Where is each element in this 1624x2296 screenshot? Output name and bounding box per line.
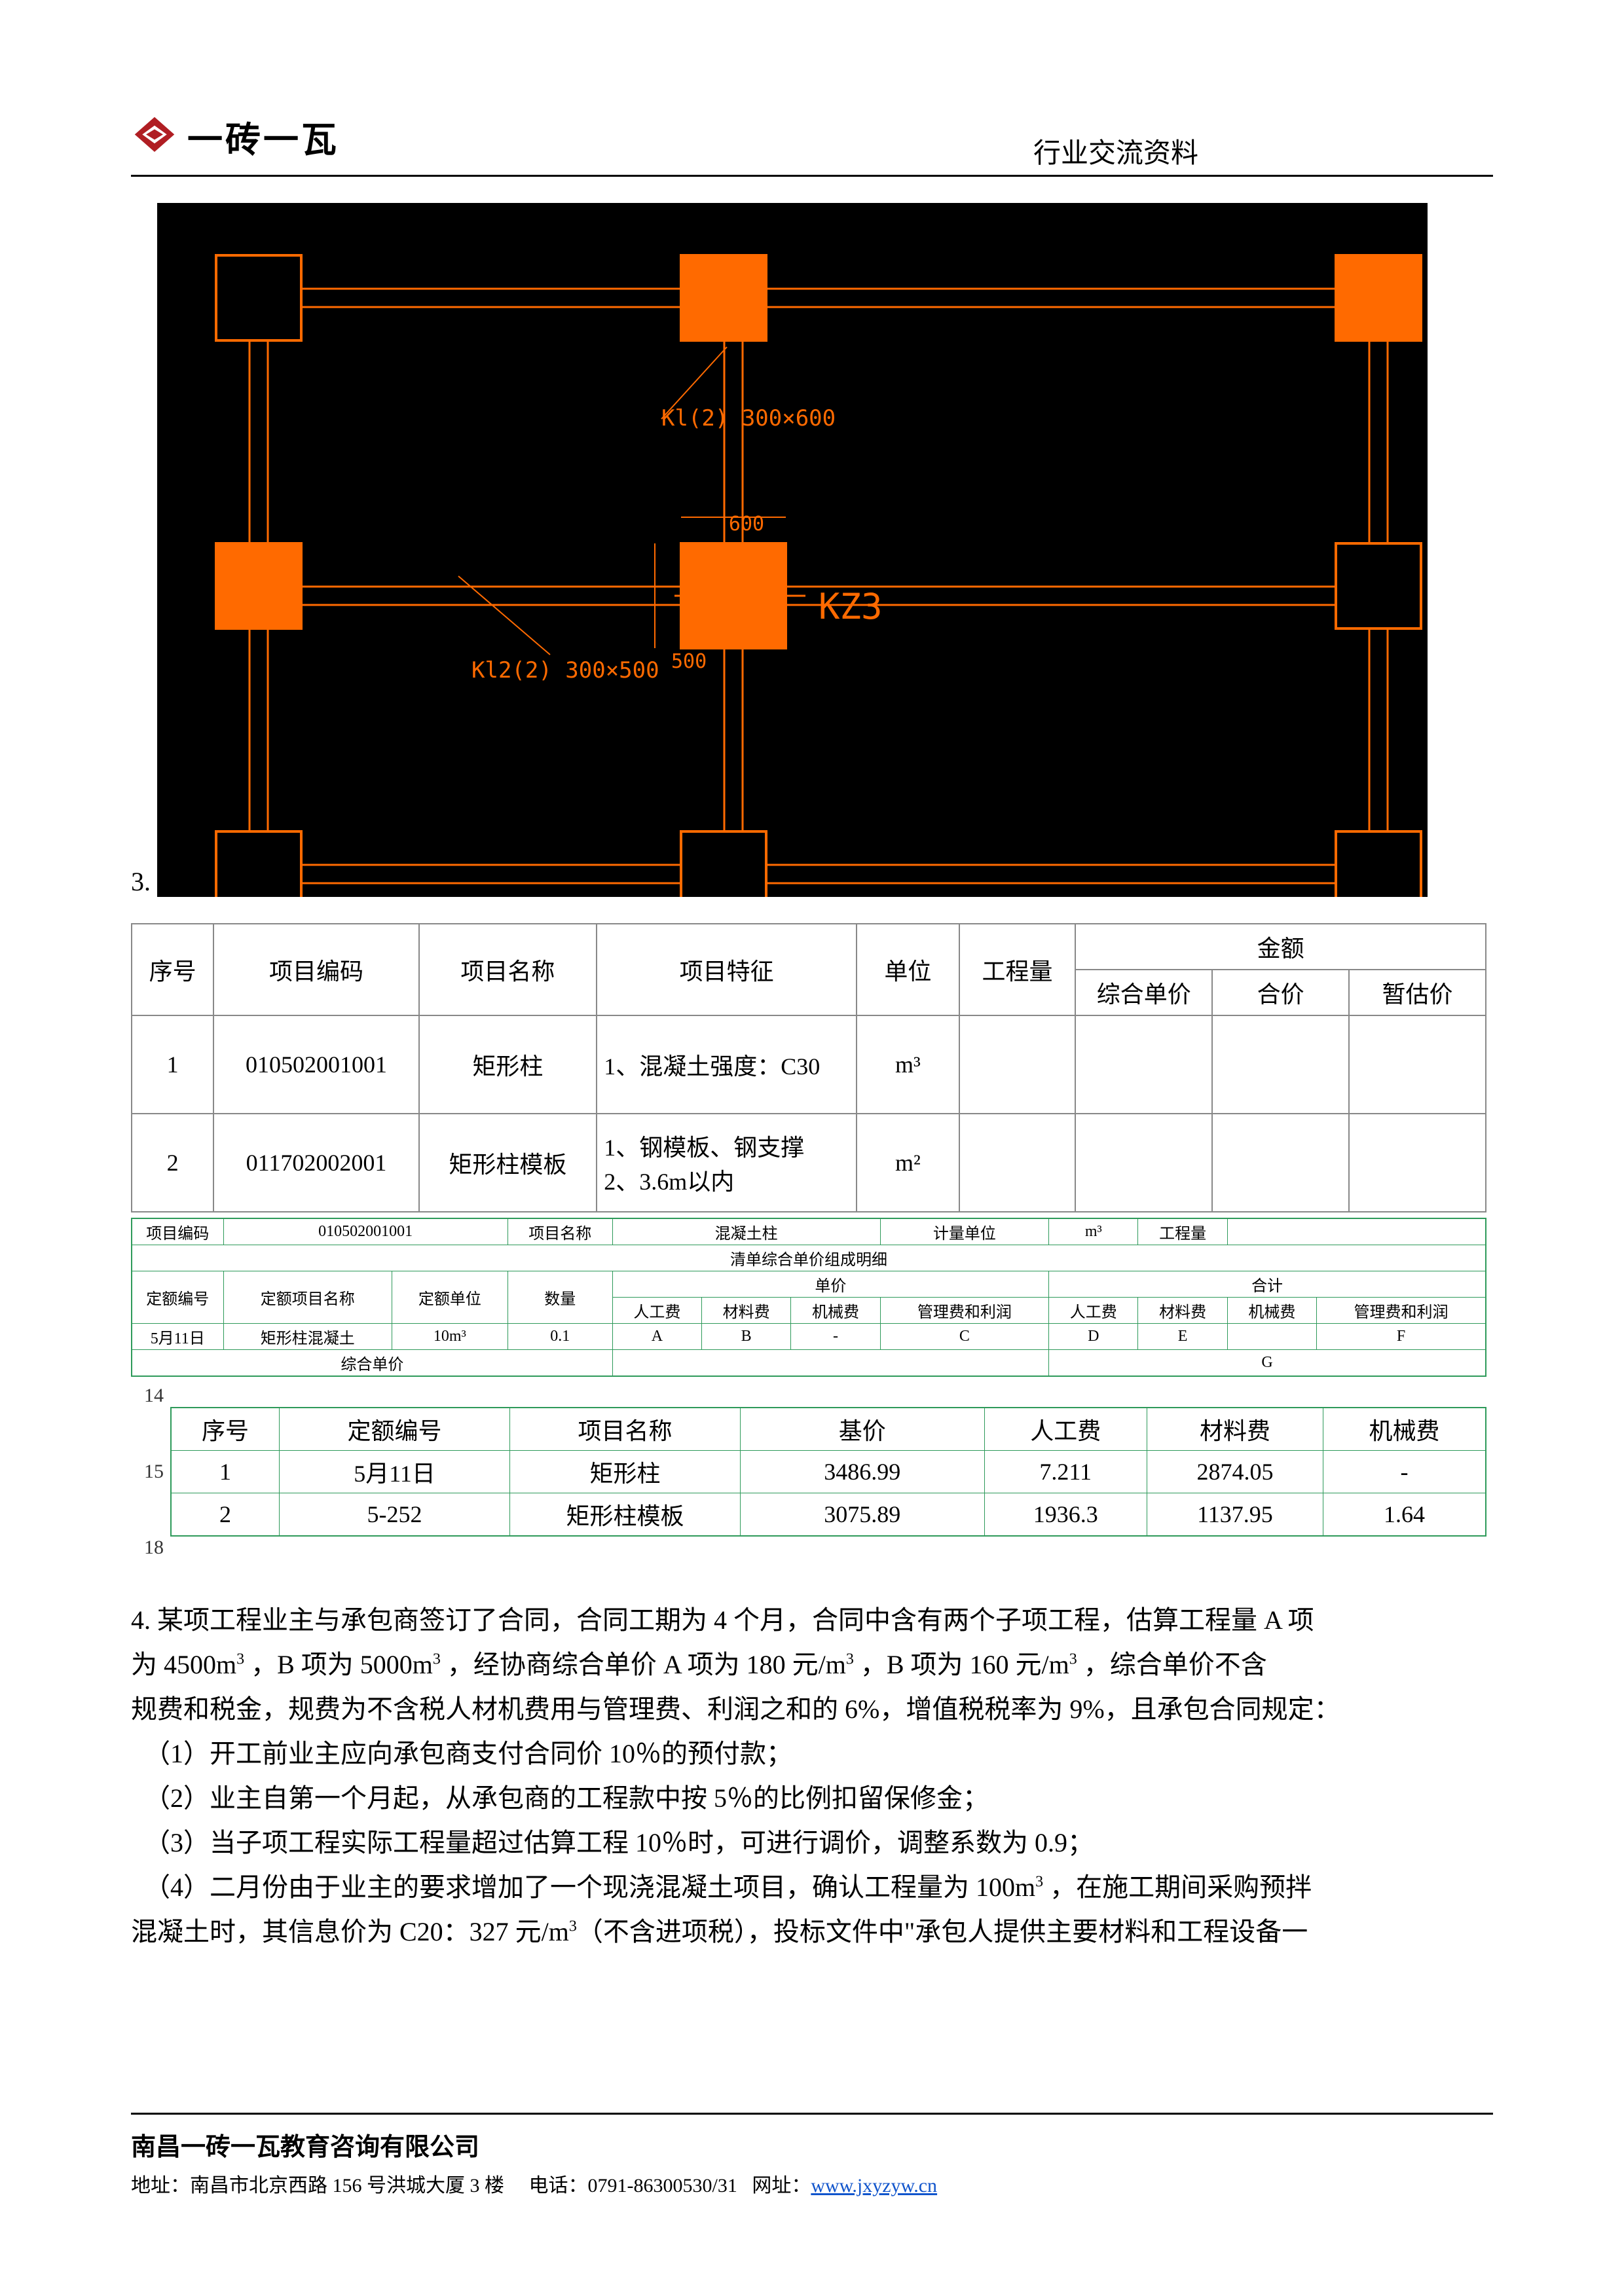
page-header: 一砖一瓦 行业交流资料 xyxy=(131,98,1493,177)
th-sum: 合价 xyxy=(1212,970,1349,1015)
question-4: 4. 某项工程业主与承包商签订了合同，合同工期为 4 个月，合同中含有两个子项工… xyxy=(131,1598,1493,1954)
svg-text:600: 600 xyxy=(729,513,764,536)
th-est: 暂估价 xyxy=(1349,970,1486,1015)
rownum: 15 xyxy=(131,1461,168,1483)
rownum: 14 xyxy=(131,1385,168,1407)
cad-drawing: Kl(2) 300×600 Kl2(2) 300×500 KZ3 600 500 xyxy=(157,203,1428,897)
logo-icon xyxy=(131,113,178,160)
footer-company: 南昌一砖一瓦教育咨询有限公司 xyxy=(131,2126,1493,2162)
th-unit: 单位 xyxy=(857,924,959,1015)
para-line: （2）业主自第一个月起，从承包商的工程款中按 5％的比例扣留保修金； xyxy=(131,1776,1493,1821)
para-line: 混凝土时，其信息价为 C20：327 元/m3（不含进项税），投标文件中"承包人… xyxy=(131,1910,1493,1954)
page-footer: 南昌一砖一瓦教育咨询有限公司 地址：南昌市北京西路 156 号洪城大厦 3 楼 … xyxy=(131,2113,1493,2198)
th-code: 项目编码 xyxy=(213,924,418,1015)
th-qty: 工程量 xyxy=(959,924,1076,1015)
th-amount: 金额 xyxy=(1075,924,1486,970)
brand-text: 一砖一瓦 xyxy=(187,111,339,162)
boq-table: 序号 项目编码 项目名称 项目特征 单位 工程量 金额 综合单价 合价 暂估价 … xyxy=(131,923,1486,1212)
para-line: （1）开工前业主应向承包商支付合同价 10％的预付款； xyxy=(131,1732,1493,1776)
table-row: 2011702002001矩形柱模板1、钢模板、钢支撑2、3.6m以内m² xyxy=(132,1114,1486,1212)
detail-table: 项目编码010502001001项目名称混凝土柱计量单位m³工程量清单综合单价组… xyxy=(131,1218,1486,1377)
table-row: 1010502001001矩形柱1、混凝土强度：C30m³ xyxy=(132,1015,1486,1114)
quota-table-wrap: 14 15 序号定额编号项目名称基价人工费材料费机械费15月11日矩形柱3486… xyxy=(131,1385,1493,1559)
table-row: 25-252矩形柱模板3075.891936.31137.951.64 xyxy=(171,1493,1486,1537)
para-line: 4. 某项工程业主与承包商签订了合同，合同工期为 4 个月，合同中含有两个子项工… xyxy=(131,1598,1493,1643)
para-line: 规费和税金，规费为不含税人材机费用与管理费、利润之和的 6%，增值税税率为 9%… xyxy=(131,1687,1493,1732)
svg-text:Kl2(2) 300×500: Kl2(2) 300×500 xyxy=(471,657,659,683)
footer-contact: 地址：南昌市北京西路 156 号洪城大厦 3 楼 电话：0791-8630053… xyxy=(131,2169,1493,2198)
para-line: （4）二月份由于业主的要求增加了一个现浇混凝土项目，确认工程量为 100m3 ，… xyxy=(131,1865,1493,1910)
th-feature: 项目特征 xyxy=(597,924,857,1015)
th-seq: 序号 xyxy=(132,924,213,1015)
footer-link[interactable]: www.jxyzyw.cn xyxy=(811,2175,937,2196)
rownum: 18 xyxy=(131,1537,168,1559)
section-num-3: 3. xyxy=(131,866,151,897)
th-unitprice: 综合单价 xyxy=(1075,970,1212,1015)
logo-group: 一砖一瓦 xyxy=(131,111,339,162)
header-subtitle: 行业交流资料 xyxy=(1033,131,1198,171)
para-line: 为 4500m3 ，B 项为 5000m3 ，经协商综合单价 A 项为 180 … xyxy=(131,1643,1493,1687)
th-name: 项目名称 xyxy=(419,924,597,1015)
svg-text:500: 500 xyxy=(671,650,707,673)
svg-text:KZ3: KZ3 xyxy=(819,586,883,627)
table-row: 15月11日矩形柱3486.997.2112874.05- xyxy=(171,1451,1486,1493)
para-line: （3）当子项工程实际工程量超过估算工程 10％时，可进行调价，调整系数为 0.9… xyxy=(131,1821,1493,1865)
quota-table: 序号定额编号项目名称基价人工费材料费机械费15月11日矩形柱3486.997.2… xyxy=(170,1407,1486,1537)
cad-wrapper: 3. Kl(2) 300×600 Kl2(2) 300×500 KZ3 600 500 xyxy=(131,203,1493,897)
svg-text:Kl(2) 300×600: Kl(2) 300×600 xyxy=(661,405,836,431)
